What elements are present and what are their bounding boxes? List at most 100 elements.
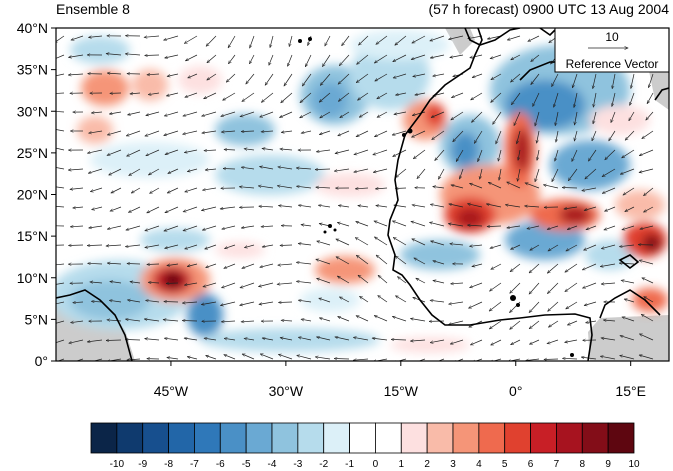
wind-vector bbox=[183, 130, 198, 134]
wind-vector bbox=[145, 130, 160, 136]
wind-vector bbox=[168, 168, 179, 174]
wind-vector bbox=[413, 73, 426, 77]
wind-vector bbox=[241, 321, 255, 322]
wind-vector bbox=[127, 359, 141, 360]
wind-vector bbox=[395, 188, 407, 189]
wind-vector bbox=[562, 188, 578, 189]
wind-vector bbox=[221, 111, 236, 116]
wind-vector bbox=[622, 225, 635, 230]
wind-vector bbox=[90, 282, 103, 283]
colorbar-label: 7 bbox=[554, 459, 560, 470]
wind-vector bbox=[322, 54, 331, 67]
wind-vector bbox=[259, 301, 274, 304]
wind-vector bbox=[470, 282, 483, 288]
wind-vector bbox=[340, 111, 350, 118]
wind-vector bbox=[511, 339, 521, 346]
colorbar-swatch bbox=[142, 422, 169, 454]
wind-vector bbox=[242, 263, 255, 268]
wind-vector bbox=[261, 131, 274, 132]
reference-vector-box: 10 Reference Vector bbox=[554, 28, 669, 73]
wind-vector bbox=[296, 281, 312, 284]
lat-tick-label: 35°N bbox=[17, 62, 48, 78]
colorbar-swatch bbox=[245, 422, 273, 454]
wind-vector bbox=[90, 187, 103, 192]
lon-tick-label: 45°W bbox=[154, 383, 189, 399]
wind-vector bbox=[244, 244, 255, 248]
wind-vector bbox=[71, 320, 84, 323]
wind-vector bbox=[491, 73, 502, 81]
wind-vector bbox=[430, 35, 445, 41]
lon-tick-label: 15°E bbox=[615, 383, 646, 399]
wind-vector bbox=[148, 93, 160, 95]
wind-vector bbox=[280, 111, 293, 118]
wind-vector bbox=[410, 340, 426, 341]
wind-vector bbox=[417, 168, 426, 179]
wind-vector bbox=[622, 149, 635, 158]
wind-vector bbox=[374, 54, 388, 63]
wind-vector bbox=[431, 241, 445, 246]
wind-vector bbox=[184, 35, 198, 44]
wind-vector bbox=[338, 92, 350, 101]
wind-vector bbox=[395, 296, 407, 303]
wind-vector bbox=[68, 169, 84, 170]
wind-vector bbox=[588, 149, 597, 161]
wind-vector bbox=[56, 206, 65, 208]
wind-vector bbox=[620, 168, 635, 174]
wind-vector bbox=[639, 355, 654, 360]
wind-vector bbox=[296, 262, 312, 265]
wind-vector bbox=[277, 283, 293, 284]
colorbar-label: -8 bbox=[164, 459, 173, 470]
wind-vector bbox=[392, 316, 407, 322]
wind-vector bbox=[360, 296, 369, 303]
wind-vector bbox=[567, 320, 578, 325]
wind-vector bbox=[339, 296, 350, 303]
wind-vector bbox=[460, 168, 464, 179]
wind-vector bbox=[416, 277, 426, 284]
wind-vector bbox=[505, 205, 521, 208]
wind-vector bbox=[451, 92, 464, 98]
wind-vector bbox=[336, 256, 350, 265]
wind-vector bbox=[146, 111, 160, 116]
panel-title-left: Ensemble 8 bbox=[56, 1, 130, 17]
wind-vector bbox=[450, 339, 464, 344]
wind-vector bbox=[474, 130, 483, 143]
wind-vector bbox=[355, 238, 369, 246]
wind-vector bbox=[73, 302, 84, 303]
wind-vector bbox=[227, 35, 236, 48]
wind-vector bbox=[206, 35, 217, 46]
wind-vector bbox=[125, 54, 141, 55]
wind-vector bbox=[620, 336, 635, 341]
wind-vector bbox=[222, 225, 236, 229]
wind-vector bbox=[374, 221, 388, 227]
wind-vector bbox=[353, 359, 369, 360]
wind-vector bbox=[167, 357, 179, 359]
wind-vector bbox=[547, 263, 559, 273]
lat-tick-label: 25°N bbox=[17, 145, 48, 161]
wind-vector bbox=[359, 35, 369, 45]
colorbar-label: 10 bbox=[628, 459, 640, 470]
wind-vector bbox=[529, 263, 540, 273]
colorbar-swatch bbox=[504, 422, 531, 454]
wind-vector bbox=[259, 206, 274, 207]
wind-vector bbox=[336, 238, 350, 246]
wind-vector bbox=[356, 222, 369, 227]
wind-vector bbox=[640, 225, 654, 229]
wind-vector bbox=[241, 225, 255, 228]
wind-vector bbox=[574, 92, 578, 108]
wind-vector bbox=[110, 206, 122, 211]
wind-vector bbox=[145, 244, 160, 248]
wind-vector bbox=[517, 168, 521, 181]
wind-vector bbox=[316, 187, 331, 188]
wind-vector bbox=[56, 186, 65, 189]
wind-vector bbox=[301, 130, 312, 133]
wind-vector bbox=[394, 111, 407, 114]
colorbar-label: 8 bbox=[580, 459, 586, 470]
wind-vector bbox=[148, 168, 160, 176]
wind-vector bbox=[537, 130, 540, 143]
wind-vector bbox=[470, 183, 483, 189]
wind-vector bbox=[260, 354, 274, 360]
wind-vector bbox=[391, 339, 407, 340]
wind-vector bbox=[337, 276, 350, 284]
wind-vector bbox=[240, 301, 255, 305]
wind-vector bbox=[242, 353, 255, 360]
